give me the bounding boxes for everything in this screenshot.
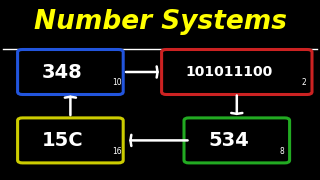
Text: 10: 10 — [113, 78, 122, 87]
Text: 16: 16 — [113, 147, 122, 156]
FancyBboxPatch shape — [162, 50, 312, 94]
Text: 348: 348 — [42, 62, 83, 82]
Text: 101011100: 101011100 — [185, 65, 272, 79]
Text: 534: 534 — [208, 131, 249, 150]
FancyBboxPatch shape — [18, 50, 123, 94]
FancyBboxPatch shape — [184, 118, 290, 163]
Text: 2: 2 — [301, 78, 306, 87]
FancyBboxPatch shape — [18, 118, 123, 163]
Text: 15C: 15C — [42, 131, 83, 150]
Text: Number Systems: Number Systems — [34, 9, 286, 35]
Text: 8: 8 — [279, 147, 284, 156]
